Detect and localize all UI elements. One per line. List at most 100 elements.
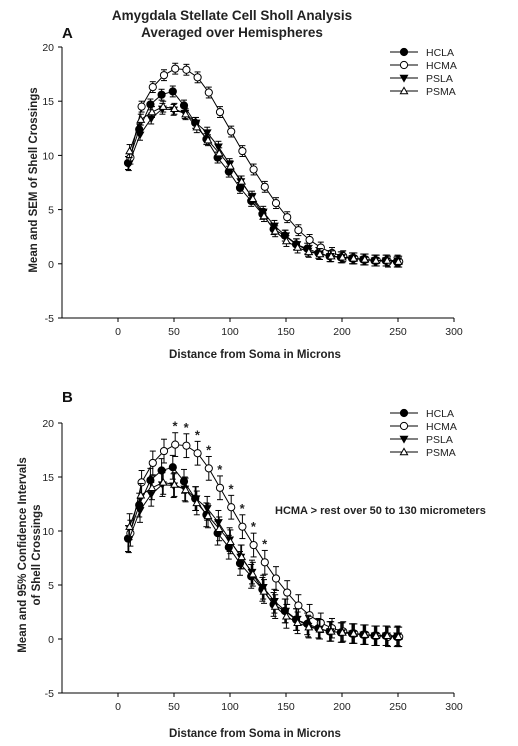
panel-a-psma-point bbox=[371, 255, 381, 264]
panel-b-psma-point bbox=[203, 511, 213, 520]
panel-b-y-tick-label: 15 bbox=[42, 472, 54, 484]
panel-b-psma-point bbox=[393, 632, 403, 641]
panel-b-x-tick-label: 200 bbox=[333, 701, 351, 713]
panel-b-hcma-point bbox=[137, 478, 146, 487]
panel-a-hcma-point bbox=[283, 213, 292, 222]
panel-b-hcma-point bbox=[294, 601, 303, 610]
panel-b-psma-point bbox=[315, 624, 325, 633]
panel-a: A 0 50 100 150 200 250 300 -5 0 5 10 15 20 Distance … bbox=[28, 25, 463, 361]
panel-b-y-tick-label: 20 bbox=[42, 418, 54, 430]
panel-b-psla-point bbox=[269, 598, 279, 606]
panel-b-significance-star: * bbox=[228, 481, 234, 496]
panel-b-psma-point bbox=[326, 626, 336, 635]
panel-b-legend-label-psla: PSLA bbox=[426, 434, 453, 446]
panel-a-psma-point bbox=[192, 122, 202, 131]
panel-a-x-tick-label: 100 bbox=[221, 326, 239, 338]
panel-b-significance-star: * bbox=[262, 536, 268, 551]
panel-b-psma-point bbox=[371, 631, 381, 639]
panel-b-psla-point bbox=[281, 607, 291, 616]
panel-a-series-hcla bbox=[123, 85, 401, 268]
panel-a-legend-label-psma: PSMA bbox=[426, 86, 456, 98]
panel-b-x-tick-label: 250 bbox=[389, 701, 407, 713]
panel-a-y-tick-label: 20 bbox=[42, 42, 54, 54]
panel-b-series-psma bbox=[125, 470, 403, 648]
panel-a-legend-item-hcma: HCMA bbox=[390, 60, 457, 72]
panel-b-psma-point bbox=[259, 586, 269, 595]
panel-b-psla-point bbox=[202, 505, 212, 513]
panel-a-hcma-point bbox=[148, 83, 157, 92]
panel-a-x-axis-label: Distance from Soma in Microns bbox=[169, 349, 341, 361]
panel-b-letter: B bbox=[62, 389, 73, 406]
panel-b-legend-label-psma: PSMA bbox=[426, 447, 456, 459]
panel-b-psma-point bbox=[382, 631, 392, 639]
panel-a-hcma-point bbox=[249, 165, 258, 174]
panel-b-psma-point bbox=[304, 622, 314, 631]
panel-a-hcma-point bbox=[238, 146, 247, 156]
panel-b-psma-point bbox=[270, 601, 280, 610]
panel-b-psma-point bbox=[169, 479, 179, 488]
panel-b-significance-star: * bbox=[251, 519, 257, 534]
panel-b-legend-marker-hcma bbox=[399, 421, 409, 431]
panel-a-psma-point bbox=[270, 226, 280, 235]
panel-a-psla-point bbox=[202, 129, 212, 138]
panel-b-psla-point bbox=[146, 491, 156, 499]
panel-a-series-hcma bbox=[126, 62, 404, 268]
panel-a-psma-point bbox=[393, 257, 403, 265]
panel-b-axes: 0 50 100 150 200 250 300 -5 0 5 10 15 20 bbox=[42, 418, 463, 713]
panel-a-legend-label-hcla: HCLA bbox=[426, 47, 454, 59]
panel-b-psla-point bbox=[191, 495, 201, 504]
panel-a-series-psma bbox=[125, 100, 403, 268]
panel-b-hcma-point bbox=[182, 441, 191, 450]
panel-b-psma-point bbox=[225, 537, 235, 545]
panel-b-x-tick-label: 300 bbox=[445, 701, 463, 713]
panel-b-x-tick-label: 100 bbox=[221, 701, 239, 713]
panel-b-y-axis-label-line2: of Shell Crossings bbox=[31, 505, 43, 606]
panel-b-significance-star: * bbox=[195, 427, 201, 442]
panel-a-hcla-point bbox=[235, 183, 245, 193]
panel-a-hcma-point bbox=[305, 235, 314, 245]
panel-a-psma-point bbox=[248, 194, 258, 202]
panel-b-legend-marker-psla bbox=[399, 435, 409, 444]
panel-a-letter: A bbox=[62, 25, 73, 42]
panel-a-psma-point bbox=[315, 249, 325, 258]
panel-b-hcma-point bbox=[159, 446, 169, 456]
panel-a-hcma-point bbox=[182, 65, 191, 74]
panel-a-legend-item-psma: PSMA bbox=[390, 86, 456, 98]
panel-b-significance-star: * bbox=[172, 419, 178, 434]
panel-a-psma-point bbox=[158, 102, 168, 110]
panel-b-hcla-point bbox=[179, 477, 189, 486]
panel-b-hcma-point bbox=[215, 483, 225, 492]
panel-a-legend-item-hcla: HCLA bbox=[390, 47, 454, 59]
panel-b-psla-point bbox=[213, 519, 223, 527]
panel-a-y-tick-label: 10 bbox=[42, 150, 54, 162]
panel-b-significance-star: * bbox=[206, 442, 212, 457]
panel-b-hcma-point bbox=[283, 588, 292, 597]
panel-b-x-tick-label: 50 bbox=[168, 701, 180, 713]
panel-b-psma-point bbox=[181, 485, 191, 494]
panel-a-hcma-point bbox=[294, 226, 303, 235]
panel-a-psma-point bbox=[125, 146, 135, 155]
panel-b-significance-star: * bbox=[240, 501, 246, 516]
panel-b-psma-point bbox=[337, 627, 347, 636]
panel-b-x-tick-label: 0 bbox=[115, 701, 121, 713]
panel-b-psma-point bbox=[125, 522, 135, 530]
panel-a-psma-point bbox=[337, 252, 347, 261]
panel-b-hcla-point bbox=[235, 559, 245, 568]
panel-b-psla-point bbox=[135, 507, 145, 516]
panel-a-y-tick-label: 5 bbox=[48, 205, 54, 217]
panel-b-psma-point bbox=[147, 483, 157, 491]
panel-b-psma-point bbox=[158, 477, 168, 486]
panel-b-legend-item-hcla: HCLA bbox=[390, 408, 454, 420]
panel-a-legend-label-hcma: HCMA bbox=[426, 60, 457, 72]
panel-a-psma-point bbox=[214, 148, 224, 157]
panel-b-hcma-point bbox=[193, 449, 202, 458]
panel-b-x-tick-label: 150 bbox=[277, 701, 295, 713]
panel-a-psma-point bbox=[293, 242, 303, 251]
panel-a-legend-marker-psma bbox=[399, 86, 409, 95]
panel-b-legend-label-hcma: HCMA bbox=[426, 421, 457, 433]
panel-a-hcma-point bbox=[193, 73, 202, 82]
panel-a-legend-label-psla: PSLA bbox=[426, 73, 453, 85]
